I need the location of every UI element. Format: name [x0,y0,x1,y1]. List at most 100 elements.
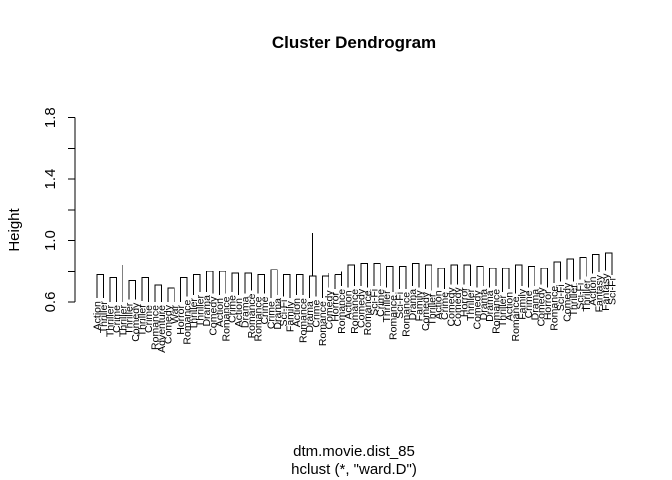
chart-title: Cluster Dendrogram [272,33,436,52]
dendrogram-link [360,263,368,273]
leaf-label: Thriller [98,301,110,334]
leaf-label: Action [343,290,355,319]
leaf-label: Romance [510,296,522,341]
leaf-label: Thriller [137,304,149,337]
leaf-label: Horror [458,287,470,317]
leaf-label: Thriller [188,298,200,331]
leaf-label: Crime [111,305,123,333]
leaf-label: Action [504,292,516,321]
dendrogram-link [450,264,458,270]
dendrogram-link [502,267,510,278]
dendrogram-link [257,273,265,279]
leaf-label: Crime [439,292,451,320]
leaf-label: Thriller [497,295,509,328]
leaf-label: Crime [265,301,277,329]
leaf-label: Sci-Fi [574,283,586,310]
dendrogram-link [231,272,240,281]
dendrogram-link [270,269,278,284]
leaf-label: Romance [549,286,561,331]
leaf-label: Family [285,300,297,332]
dendrogram-tree [96,233,613,302]
leaf-label: Drama [272,298,284,330]
dendrogram-link [335,271,343,275]
leaf-label: War [169,304,181,323]
y-axis: 0.6 1.0 1.4 1.8 [42,107,76,313]
dendrogram-link [540,267,549,273]
leaf-label: Horror [175,305,187,335]
leaf-label: Sci-Fi [555,284,567,311]
leaf-label: Crime [143,305,155,333]
dendrogram-link [424,264,433,276]
y-axis-label: Height [6,207,23,251]
dendrogram-link [514,264,523,279]
dendrogram-link [386,266,394,278]
dendrogram-link [411,263,420,273]
dendrogram-link [527,266,536,273]
leaf-label: Romance [182,299,194,344]
leaf-label: Crime [227,295,239,323]
leaf-label: Romance [349,289,361,334]
leaf-label: Drama [478,289,490,321]
leaf-label: Adventure [156,305,168,353]
leaf-label: Thriller [426,293,438,326]
leaf-label: Drama [240,296,252,328]
leaf-label: Comedy [162,304,174,344]
leaf-label: Romance [298,298,310,343]
leaf-label: Romance [491,289,503,334]
leaf-label: Romance [246,293,258,338]
leaf-label: Action [92,301,104,330]
leaf-label: Fantasy [594,274,606,312]
leaf-label: Sci-Fi [607,278,619,305]
leaf-label: Thriller [381,290,393,323]
leaf-label: Drama [484,290,496,322]
leaf-label: Comedy [323,290,335,330]
hclust-method-label: hclust (*, "ward.D") [291,461,417,478]
leaf-label: Romance [149,305,161,350]
dendrogram-link [109,276,117,292]
y-tick-label: 0.6 [42,292,59,313]
leaf-label: Comedy [446,287,458,327]
dendrogram-link [579,256,587,266]
leaf-label: Comedy [420,291,432,331]
leaf-label: Crime [259,296,271,324]
leaf-label: Romance [252,296,264,341]
leaf-label: Action [291,298,303,327]
leaf-label: Horror [330,291,342,321]
dendrogram-link [154,284,162,292]
dendrogram-link [347,264,355,273]
leaf-label: Thriller [465,288,477,321]
leaf-label: Comedy [130,302,142,342]
x-axis-label: dtm.movie.dist_85 [293,443,415,460]
leaf-label: Drama [407,289,419,321]
leaf-label: Sci-Fi [394,292,406,319]
dendrogram-link [218,270,227,281]
dendrogram-link [553,261,561,269]
leaf-label: Action [587,276,599,305]
dendrogram-link [283,273,291,284]
dendrogram-link [128,280,137,286]
leaf-label: Sci-Fi [368,289,380,316]
leaf-label: Romance [220,296,232,341]
dendrogram-link [193,273,201,281]
y-tick-label: 1.4 [42,169,59,190]
leaf-label: Comedy [536,287,548,327]
dendrogram-link [205,270,214,279]
leaf-label: Drama [201,295,213,327]
leaf-label: Romance [401,292,413,337]
leaf-label: Family [413,290,425,322]
leaf-label: Thriller [104,305,116,338]
dendrogram-link [463,264,471,272]
dendrogram-link [489,267,497,273]
leaf-label: Thriller [117,305,129,338]
leaf-label: Crime [375,289,387,317]
leaf-label: Romance [317,301,329,346]
dendrogram-link [437,267,446,275]
leaf-label: Thriller [581,279,593,312]
y-tick-label: 1.0 [42,230,59,251]
dendrogram-link [96,273,104,284]
leaf-label: Drama [529,289,541,321]
leaf-label: Crime [523,290,535,318]
leaf-label: Action [214,298,226,327]
leaf-label: Comedy [355,288,367,328]
